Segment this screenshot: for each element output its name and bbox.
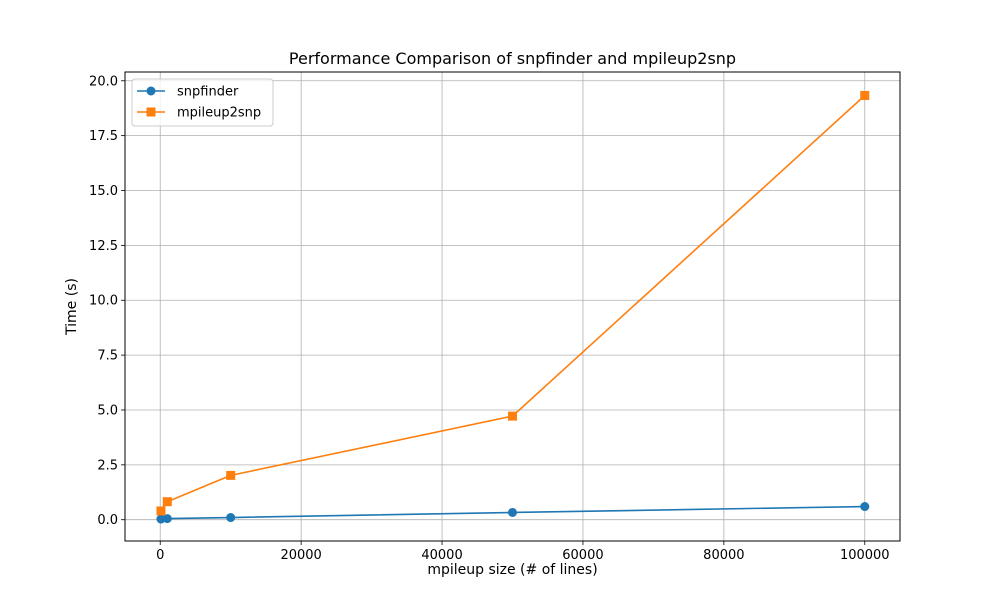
y-tick-label: 2.5 <box>97 458 118 473</box>
legend-label-mpileup2snp: mpileup2snp <box>177 106 261 121</box>
y-tick-label: 15.0 <box>89 184 118 199</box>
data-point-mpileup2snp <box>226 470 236 480</box>
data-point-mpileup2snp <box>156 506 166 516</box>
legend: snpfinder mpileup2snp <box>131 78 274 127</box>
legend-marker-snpfinder <box>146 86 156 96</box>
legend-box <box>131 78 274 127</box>
tick-layer: 0 20000 40000 60000 80000 100000 0.0 2.5 5.0 7.5 1… <box>89 74 890 563</box>
series-layer <box>156 90 870 524</box>
data-point-snpfinder <box>508 507 517 517</box>
x-tick-label: 100000 <box>840 548 890 563</box>
x-tick-label: 0 <box>156 548 164 563</box>
y-tick-label: 12.5 <box>89 239 118 254</box>
data-point-snpfinder <box>162 514 172 524</box>
y-tick-label: 7.5 <box>97 349 118 364</box>
x-tick-label: 20000 <box>280 548 321 563</box>
y-axis-title: Time (s) <box>64 278 80 336</box>
x-axis-title: mpileup size (# of lines) <box>427 562 597 578</box>
grid-layer <box>125 72 900 541</box>
data-point-snpfinder <box>860 502 870 512</box>
legend-label-snpfinder: snpfinder <box>177 85 239 100</box>
data-point-mpileup2snp <box>860 90 870 100</box>
legend-marker-mpileup2snp <box>146 107 156 117</box>
x-tick-label: 40000 <box>421 548 462 563</box>
y-tick-label: 5.0 <box>97 403 118 418</box>
plot-frame <box>124 71 901 542</box>
x-tick-label: 80000 <box>703 548 744 563</box>
data-point-snpfinder <box>226 513 236 523</box>
y-tick-label: 17.5 <box>89 129 118 144</box>
y-tick-label: 10.0 <box>89 294 118 309</box>
chart-title: Performance Comparison of snpfinder and … <box>289 49 736 68</box>
data-point-mpileup2snp <box>508 411 517 421</box>
data-point-mpileup2snp <box>162 497 172 507</box>
x-tick-label: 60000 <box>562 548 603 563</box>
y-tick-label: 0.0 <box>97 513 118 528</box>
y-tick-label: 20.0 <box>89 74 118 89</box>
